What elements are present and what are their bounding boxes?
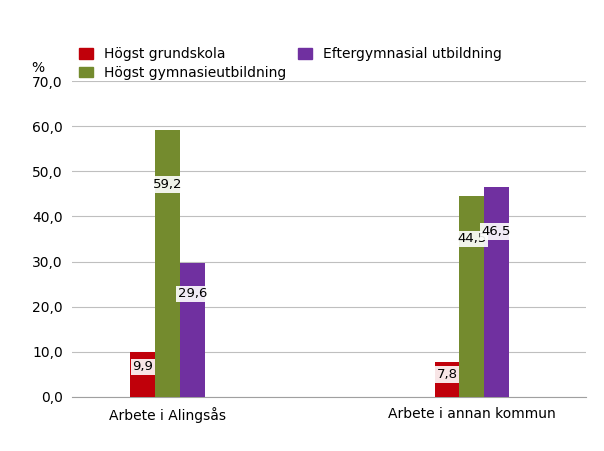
Bar — [435, 362, 460, 397]
Bar — [180, 263, 205, 397]
Legend: Högst grundskola, Högst gymnasieutbildning, Eftergymnasial utbildning: Högst grundskola, Högst gymnasieutbildni… — [79, 47, 502, 80]
Bar — [484, 187, 509, 397]
Text: 59,2: 59,2 — [153, 178, 182, 191]
Text: 44,5: 44,5 — [457, 232, 486, 245]
Text: 29,6: 29,6 — [178, 287, 207, 300]
Text: %: % — [31, 61, 45, 75]
Bar — [130, 352, 155, 397]
Text: 7,8: 7,8 — [437, 368, 458, 381]
Bar — [460, 196, 484, 397]
Bar — [155, 130, 180, 397]
Text: 9,9: 9,9 — [132, 360, 153, 373]
Text: 46,5: 46,5 — [482, 225, 511, 238]
